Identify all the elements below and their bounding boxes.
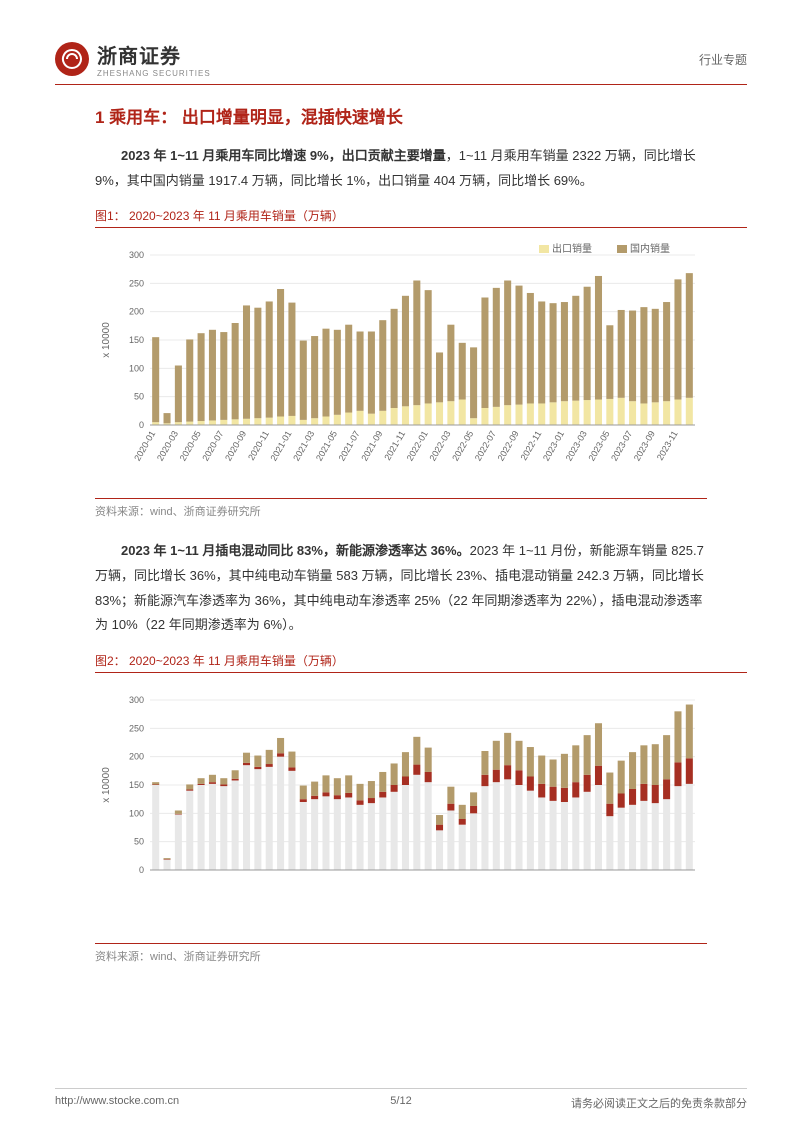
svg-text:2021-09: 2021-09 bbox=[359, 429, 384, 463]
footer-url: http://www.stocke.com.cn bbox=[55, 1095, 179, 1111]
section-1-title: 1 乘用车： 出口增量明显，混插快速增长 bbox=[95, 103, 747, 128]
svg-text:2022-05: 2022-05 bbox=[450, 429, 475, 463]
svg-text:300: 300 bbox=[129, 695, 144, 705]
svg-text:2023-05: 2023-05 bbox=[586, 429, 611, 463]
page-footer: http://www.stocke.com.cn 5/12 请务必阅读正文之后的… bbox=[55, 1088, 747, 1111]
paragraph-1: 2023 年 1~11 月乘用车同比增速 9%，出口贡献主要增量，1~11 月乘… bbox=[95, 144, 707, 193]
svg-text:2023-01: 2023-01 bbox=[541, 429, 566, 463]
svg-text:2020-09: 2020-09 bbox=[223, 429, 248, 463]
paragraph-2: 2023 年 1~11 月插电混动同比 83%，新能源渗透率达 36%。2023… bbox=[95, 539, 707, 638]
svg-text:250: 250 bbox=[129, 279, 144, 289]
logo-block: 浙商证券 ZHESHANG SECURITIES bbox=[55, 40, 211, 78]
svg-text:100: 100 bbox=[129, 808, 144, 818]
svg-text:2022-07: 2022-07 bbox=[473, 429, 498, 463]
svg-text:2021-11: 2021-11 bbox=[382, 429, 407, 462]
svg-text:2023-07: 2023-07 bbox=[609, 429, 634, 463]
footer-page-number: 5/12 bbox=[390, 1095, 411, 1107]
svg-text:200: 200 bbox=[129, 307, 144, 317]
svg-text:250: 250 bbox=[129, 723, 144, 733]
svg-text:2023-11: 2023-11 bbox=[655, 429, 680, 462]
svg-text:2020-03: 2020-03 bbox=[155, 429, 180, 463]
svg-text:2021-05: 2021-05 bbox=[314, 429, 339, 463]
svg-text:2020-01: 2020-01 bbox=[132, 429, 157, 463]
svg-text:2020-07: 2020-07 bbox=[200, 429, 225, 463]
para1-lead: 2023 年 1~11 月乘用车同比增速 9%，出口贡献主要增量 bbox=[121, 148, 446, 163]
svg-text:2023-09: 2023-09 bbox=[632, 429, 657, 463]
svg-text:200: 200 bbox=[129, 752, 144, 762]
svg-text:出口销量: 出口销量 bbox=[552, 242, 592, 255]
footer-disclaimer: 请务必阅读正文之后的免责条款部分 bbox=[571, 1095, 747, 1111]
svg-text:2021-03: 2021-03 bbox=[291, 429, 316, 463]
svg-text:50: 50 bbox=[134, 392, 144, 402]
svg-text:2022-11: 2022-11 bbox=[519, 429, 544, 462]
svg-text:2022-09: 2022-09 bbox=[496, 429, 521, 463]
svg-text:300: 300 bbox=[129, 250, 144, 260]
svg-text:0: 0 bbox=[139, 420, 144, 430]
figure-2-chart: 0 50 100 150 200 250 300 x 10000 bbox=[95, 677, 707, 939]
svg-text:2022-01: 2022-01 bbox=[405, 429, 430, 463]
svg-text:x 10000: x 10000 bbox=[101, 767, 112, 803]
svg-text:100: 100 bbox=[129, 364, 144, 374]
page-header: 浙商证券 ZHESHANG SECURITIES 行业专题 bbox=[55, 40, 747, 85]
svg-text:2020-11: 2020-11 bbox=[246, 429, 271, 462]
svg-text:0: 0 bbox=[139, 865, 144, 875]
svg-text:50: 50 bbox=[134, 837, 144, 847]
svg-text:150: 150 bbox=[129, 780, 144, 790]
svg-text:国内销量: 国内销量 bbox=[630, 242, 670, 255]
figure-1-chart: 050100150200250300x 100002020-012020-032… bbox=[95, 232, 707, 494]
svg-text:2022-03: 2022-03 bbox=[427, 429, 452, 463]
para2-lead: 2023 年 1~11 月插电混动同比 83%，新能源渗透率达 36%。 bbox=[121, 543, 470, 558]
header-category: 行业专题 bbox=[699, 51, 747, 68]
svg-text:2021-07: 2021-07 bbox=[337, 429, 362, 463]
figure-2-caption: 图2： 2020~2023 年 11 月乘用车销量（万辆） bbox=[95, 652, 747, 673]
svg-text:x 10000: x 10000 bbox=[101, 322, 112, 358]
svg-text:2023-03: 2023-03 bbox=[564, 429, 589, 463]
svg-text:2021-01: 2021-01 bbox=[268, 429, 293, 463]
svg-text:150: 150 bbox=[129, 335, 144, 345]
figure-1-source: 资料来源：wind、浙商证券研究所 bbox=[95, 498, 707, 519]
figure-2-source: 资料来源：wind、浙商证券研究所 bbox=[95, 943, 707, 964]
svg-text:2020-05: 2020-05 bbox=[178, 429, 203, 463]
figure-1-caption: 图1： 2020~2023 年 11 月乘用车销量（万辆） bbox=[95, 207, 747, 228]
brand-name: 浙商证券 bbox=[97, 40, 211, 69]
brand-sub: ZHESHANG SECURITIES bbox=[97, 69, 211, 78]
logo-icon bbox=[55, 42, 89, 76]
